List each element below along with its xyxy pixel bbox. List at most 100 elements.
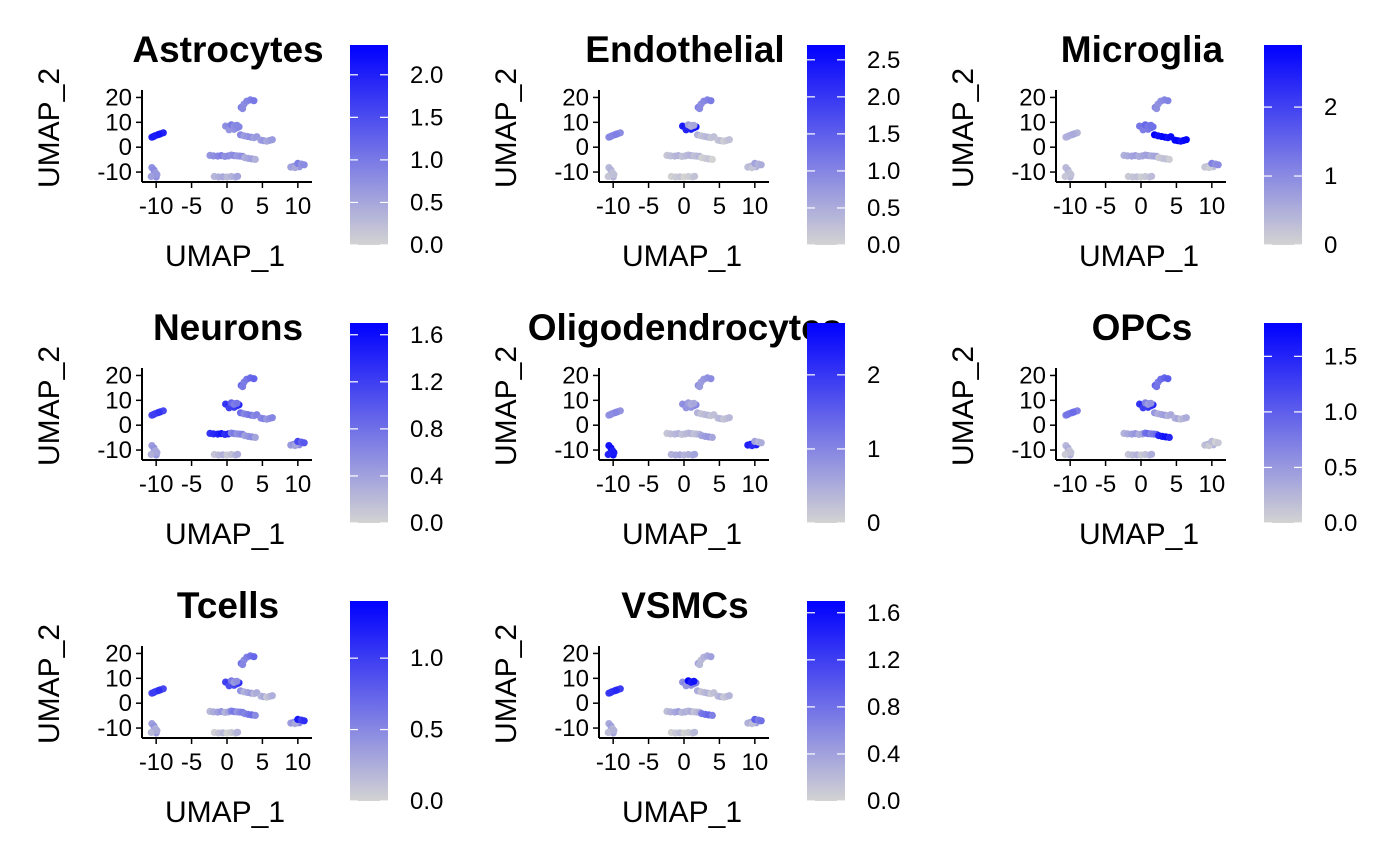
cell-point: [708, 155, 716, 163]
cell-point: [604, 728, 612, 737]
cell-point: [250, 375, 258, 383]
x-tick-label: 0: [220, 193, 233, 220]
x-tick-label: 5: [256, 471, 269, 498]
cell-point: [1061, 172, 1069, 181]
cell-point: [234, 728, 242, 736]
x-tick-label: 10: [284, 471, 311, 498]
y-axis-label: UMAP_2: [490, 68, 523, 188]
colorbar-tick-label: 1.0: [867, 158, 900, 185]
colorbar-tick-label: 0.4: [867, 741, 900, 768]
x-tick-label: -5: [181, 749, 202, 776]
colorbar-tick-label: 2.5: [867, 47, 900, 74]
cell-point: [153, 726, 161, 735]
cell-point: [1214, 439, 1222, 447]
cell-point: [149, 689, 157, 697]
panel-title: Microglia: [1061, 29, 1224, 70]
y-axis-label: UMAP_2: [33, 68, 66, 188]
y-tick-label: 20: [105, 362, 132, 389]
y-tick-label: 10: [562, 387, 589, 414]
panel-title: Endothelial: [585, 29, 784, 70]
colorbar-tick-label: 0.8: [410, 416, 443, 443]
cell-point: [239, 383, 247, 391]
cell-point: [708, 433, 716, 441]
cell-point: [690, 121, 698, 129]
x-tick-label: -10: [139, 471, 174, 498]
cell-point: [300, 439, 308, 447]
x-tick-label: -5: [638, 471, 659, 498]
colorbar-tick-label: 1.2: [867, 647, 900, 674]
cell-point: [1165, 155, 1173, 163]
y-tick-label: 20: [562, 362, 589, 389]
cell-point: [604, 450, 612, 459]
y-tick-label: 10: [105, 109, 132, 136]
colorbar: [350, 45, 388, 245]
cell-point: [300, 161, 308, 169]
cell-point: [604, 172, 612, 181]
colorbar: [350, 601, 388, 801]
colorbar-tick-label: 1.5: [867, 121, 900, 148]
cell-point: [610, 170, 618, 179]
colorbar-tick-label: 0.5: [410, 189, 443, 216]
cell-point: [1153, 383, 1161, 391]
feature-panel: -10 -5 0 5 1020100-10UMAP_1UMAP_2Neurons0.00…: [33, 307, 443, 551]
y-tick-label: -10: [554, 715, 589, 742]
cell-point: [696, 383, 704, 391]
x-tick-label: -10: [139, 193, 174, 220]
y-tick-label: 0: [119, 412, 132, 439]
y-tick-label: 20: [562, 84, 589, 111]
cell-point: [1148, 450, 1156, 458]
cell-point: [234, 172, 242, 180]
cell-point: [149, 133, 157, 141]
x-tick-label: 0: [1134, 471, 1147, 498]
colorbar-tick-label: 1.0: [1324, 399, 1357, 426]
cell-point: [233, 677, 241, 685]
x-axis-label: UMAP_1: [165, 518, 285, 551]
y-tick-label: -10: [1011, 159, 1046, 186]
colorbar-tick-label: 1.6: [410, 322, 443, 349]
cell-point: [1164, 97, 1172, 105]
colorbar-tick-label: 1.6: [867, 600, 900, 627]
cell-point: [239, 661, 247, 669]
x-tick-label: 0: [1134, 193, 1147, 220]
colorbar-tick-label: 0.5: [410, 717, 443, 744]
cell-point: [251, 711, 259, 720]
y-tick-label: 10: [105, 387, 132, 414]
y-tick-label: 10: [562, 665, 589, 692]
cell-point: [233, 399, 241, 407]
cell-point: [1067, 170, 1075, 179]
cell-point: [155, 686, 163, 694]
x-axis-label: UMAP_1: [622, 518, 742, 551]
panel-title: Astrocytes: [132, 29, 323, 70]
point-layer: [147, 652, 308, 737]
cell-point: [612, 686, 620, 694]
x-tick-label: 5: [713, 749, 726, 776]
x-tick-label: 5: [1170, 193, 1183, 220]
panel-title: Neurons: [153, 307, 303, 348]
feature-panel: -10 -5 0 5 1020100-10UMAP_1UMAP_2Endothelial…: [490, 29, 900, 273]
x-axis-label: UMAP_1: [165, 240, 285, 273]
point-layer: [1061, 374, 1222, 459]
cell-point: [147, 728, 155, 737]
x-tick-label: 5: [713, 471, 726, 498]
colorbar-tick-label: 0: [867, 510, 880, 537]
cell-point: [606, 133, 614, 141]
cell-point: [691, 450, 699, 458]
x-tick-label: 10: [1198, 471, 1225, 498]
cell-point: [696, 661, 704, 669]
y-tick-label: 0: [1033, 134, 1046, 161]
panel-title: Tcells: [177, 585, 279, 626]
colorbar: [1264, 45, 1302, 245]
cell-point: [1069, 408, 1077, 416]
colorbar: [807, 323, 845, 523]
y-tick-label: 0: [119, 690, 132, 717]
colorbar-tick-label: 1.0: [410, 147, 443, 174]
colorbar-tick-label: 0.0: [867, 788, 900, 815]
cell-point: [690, 399, 698, 407]
y-tick-label: -10: [97, 437, 132, 464]
x-tick-label: -10: [139, 749, 174, 776]
colorbar-tick-label: 0.0: [410, 788, 443, 815]
cell-point: [691, 172, 699, 180]
x-tick-label: -5: [181, 471, 202, 498]
cell-point: [1153, 105, 1161, 113]
y-tick-label: 20: [562, 640, 589, 667]
